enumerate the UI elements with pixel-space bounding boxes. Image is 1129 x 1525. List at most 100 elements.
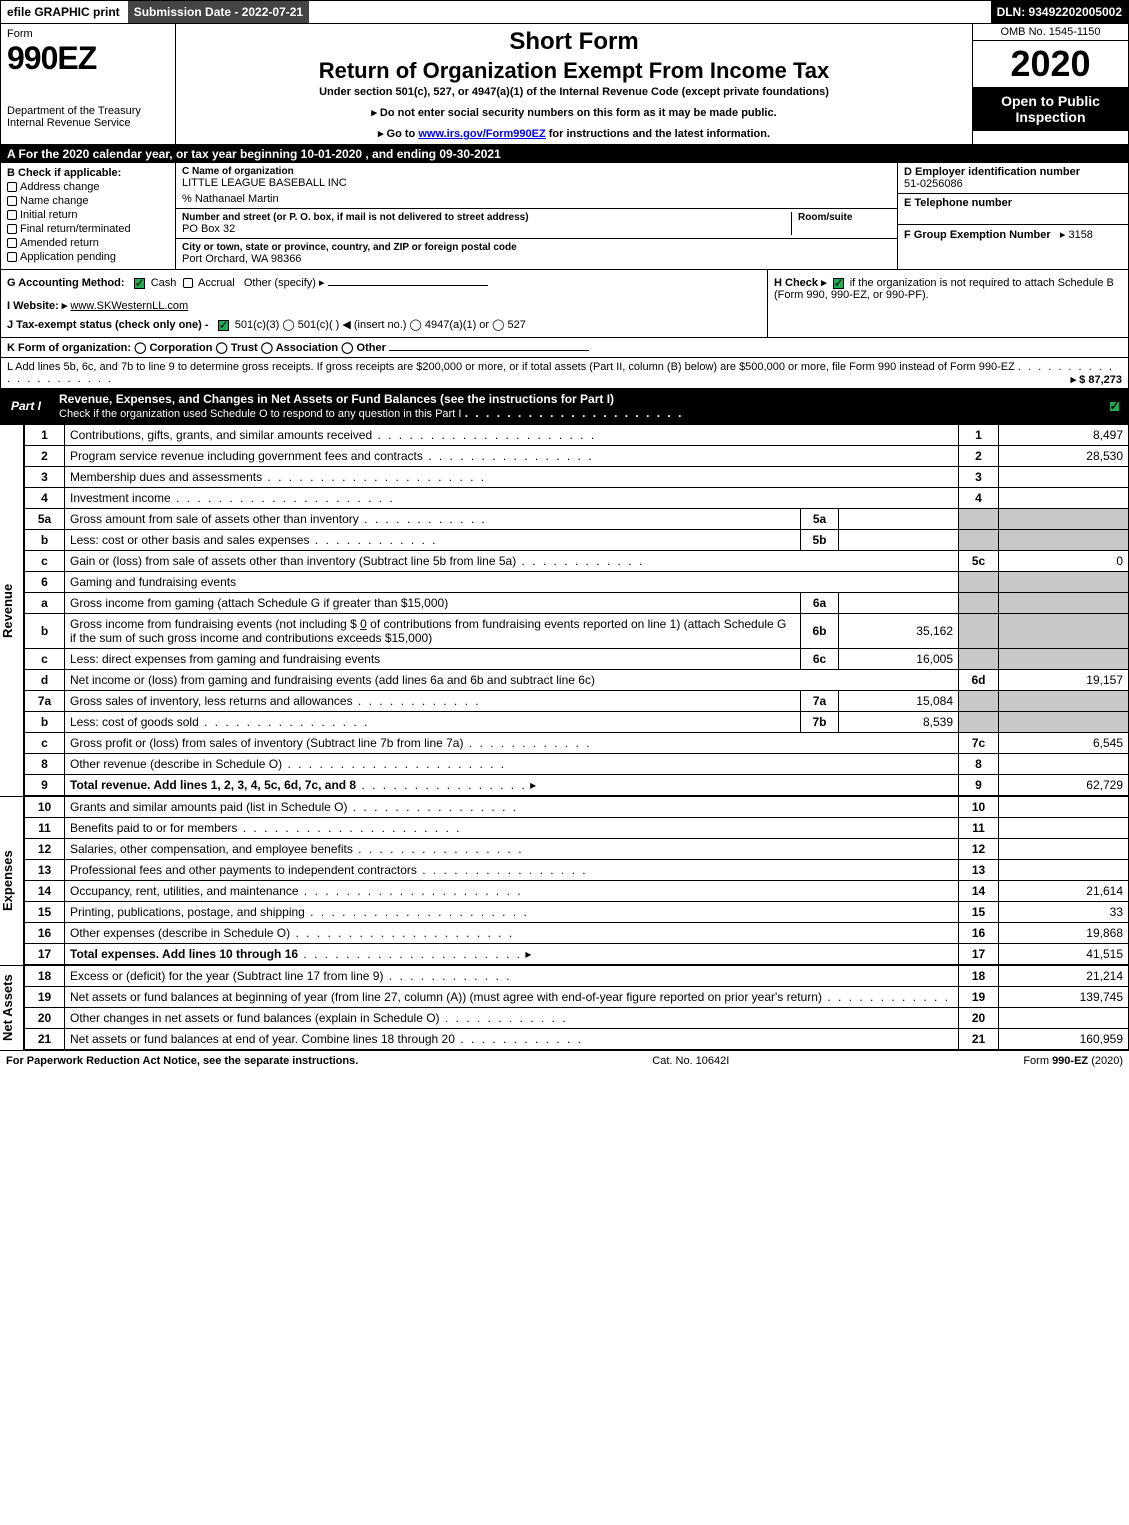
- submission-date-button[interactable]: Submission Date - 2022-07-21: [128, 1, 311, 23]
- efile-print-button[interactable]: efile GRAPHIC print: [1, 1, 128, 23]
- line-8: 8 Other revenue (describe in Schedule O)…: [25, 754, 1129, 775]
- line-7a: 7a Gross sales of inventory, less return…: [25, 691, 1129, 712]
- line-15: 15Printing, publications, postage, and s…: [25, 902, 1129, 923]
- chk-final-return[interactable]: Final return/terminated: [7, 223, 169, 235]
- line-21: 21Net assets or fund balances at end of …: [25, 1029, 1129, 1050]
- other-specify: Other (specify) ▸: [244, 277, 325, 289]
- line-16: 16Other expenses (describe in Schedule O…: [25, 923, 1129, 944]
- j-options: 501(c)(3) ◯ 501(c)( ) ◀ (insert no.) ◯ 4…: [235, 319, 526, 331]
- return-title: Return of Organization Exempt From Incom…: [182, 58, 966, 84]
- revenue-table: 1 Contributions, gifts, grants, and simi…: [24, 424, 1129, 796]
- chk-application-pending[interactable]: Application pending: [7, 251, 169, 263]
- chk-accrual[interactable]: [183, 278, 193, 288]
- expenses-section: Expenses 10Grants and similar amounts pa…: [0, 796, 1129, 965]
- h-label: H Check ▸: [774, 277, 827, 289]
- section-def: D Employer identification number 51-0256…: [898, 163, 1128, 269]
- street: PO Box 32: [182, 223, 791, 235]
- header-center: Short Form Return of Organization Exempt…: [176, 24, 973, 144]
- line-19: 19Net assets or fund balances at beginni…: [25, 987, 1129, 1008]
- part1-title: Revenue, Expenses, and Changes in Net As…: [51, 389, 1100, 423]
- line-12: 12Salaries, other compensation, and empl…: [25, 839, 1129, 860]
- omb-number: OMB No. 1545-1150: [973, 24, 1128, 41]
- row-l: L Add lines 5b, 6c, and 7b to line 9 to …: [0, 358, 1129, 389]
- revenue-side-label: Revenue: [0, 424, 24, 796]
- chk-cash[interactable]: [134, 278, 145, 289]
- line-13: 13Professional fees and other payments t…: [25, 860, 1129, 881]
- chk-initial-return[interactable]: Initial return: [7, 209, 169, 221]
- info-grid: B Check if applicable: Address change Na…: [0, 163, 1129, 270]
- irs-link[interactable]: www.irs.gov/Form990EZ: [418, 128, 545, 140]
- line-20: 20Other changes in net assets or fund ba…: [25, 1008, 1129, 1029]
- tax-year: 2020: [973, 41, 1128, 87]
- form-header: Form 990EZ Department of the Treasury In…: [0, 24, 1129, 145]
- netassets-section: Net Assets 18Excess or (deficit) for the…: [0, 965, 1129, 1050]
- chk-address-change[interactable]: Address change: [7, 181, 169, 193]
- note-goto-post: for instructions and the latest informat…: [546, 128, 770, 140]
- footer-catno: Cat. No. 10642I: [652, 1055, 729, 1067]
- ein-label: D Employer identification number: [904, 166, 1122, 178]
- line-6a: a Gross income from gaming (attach Sched…: [25, 593, 1129, 614]
- note-goto-pre: ▸ Go to: [378, 128, 418, 140]
- l-amount: ▸ $ 87,273: [1071, 373, 1122, 386]
- line-18: 18Excess or (deficit) for the year (Subt…: [25, 966, 1129, 987]
- city-label: City or town, state or province, country…: [182, 242, 891, 253]
- netassets-table: 18Excess or (deficit) for the year (Subt…: [24, 965, 1129, 1050]
- l-text: L Add lines 5b, 6c, and 7b to line 9 to …: [7, 361, 1015, 373]
- form-word: Form: [7, 28, 169, 40]
- chk-name-change[interactable]: Name change: [7, 195, 169, 207]
- line-5c: c Gain or (loss) from sale of assets oth…: [25, 551, 1129, 572]
- line-6: 6 Gaming and fundraising events: [25, 572, 1129, 593]
- k-text: K Form of organization: ◯ Corporation ◯ …: [7, 342, 386, 354]
- g-label: G Accounting Method:: [7, 277, 125, 289]
- line-17: 17Total expenses. Add lines 10 through 1…: [25, 944, 1129, 965]
- org-name-label: C Name of organization: [182, 166, 891, 177]
- expenses-table: 10Grants and similar amounts paid (list …: [24, 796, 1129, 965]
- line-4: 4 Investment income 4: [25, 488, 1129, 509]
- chk-amended-return[interactable]: Amended return: [7, 237, 169, 249]
- row-gh: G Accounting Method: Cash Accrual Other …: [0, 270, 1129, 338]
- part1-tab: Part I: [1, 396, 51, 416]
- chk-h[interactable]: [833, 278, 844, 289]
- line-7b: b Less: cost of goods sold 7b 8,539: [25, 712, 1129, 733]
- line-6c: c Less: direct expenses from gaming and …: [25, 649, 1129, 670]
- line-6b: b Gross income from fundraising events (…: [25, 614, 1129, 649]
- section-c: C Name of organization LITTLE LEAGUE BAS…: [176, 163, 898, 269]
- line-3: 3 Membership dues and assessments 3: [25, 467, 1129, 488]
- line-2: 2 Program service revenue including gove…: [25, 446, 1129, 467]
- line-1: 1 Contributions, gifts, grants, and simi…: [25, 425, 1129, 446]
- ein: 51-0256086: [904, 178, 1122, 190]
- chk-501c3[interactable]: [218, 320, 229, 331]
- under-section: Under section 501(c), 527, or 4947(a)(1)…: [182, 86, 966, 98]
- part1-header: Part I Revenue, Expenses, and Changes in…: [0, 389, 1129, 424]
- note-goto: ▸ Go to www.irs.gov/Form990EZ for instru…: [182, 127, 966, 140]
- tel-label: E Telephone number: [904, 197, 1122, 209]
- section-h: H Check ▸ if the organization is not req…: [768, 270, 1128, 337]
- short-form-title: Short Form: [182, 28, 966, 56]
- group-arrow-icon: ▸: [1060, 229, 1066, 241]
- chk-schedule-o[interactable]: [1109, 401, 1120, 412]
- form-number: 990EZ: [7, 40, 169, 77]
- footer-right: Form 990-EZ (2020): [1023, 1055, 1123, 1067]
- i-label: I Website: ▸: [7, 300, 67, 312]
- j-label: J Tax-exempt status (check only one) -: [7, 319, 209, 331]
- group-number: 3158: [1068, 229, 1092, 241]
- line-10: 10Grants and similar amounts paid (list …: [25, 797, 1129, 818]
- accrual-label: Accrual: [198, 277, 235, 289]
- care-of: % Nathanael Martin: [182, 193, 891, 205]
- room-label: Room/suite: [798, 212, 891, 223]
- section-b-title: B Check if applicable:: [7, 167, 169, 179]
- street-label: Number and street (or P. O. box, if mail…: [182, 212, 791, 223]
- line-14: 14Occupancy, rent, utilities, and mainte…: [25, 881, 1129, 902]
- part1-check-note: Check if the organization used Schedule …: [59, 408, 461, 420]
- row-k: K Form of organization: ◯ Corporation ◯ …: [0, 338, 1129, 358]
- line-7c: c Gross profit or (loss) from sales of i…: [25, 733, 1129, 754]
- city: Port Orchard, WA 98366: [182, 253, 891, 265]
- org-name: LITTLE LEAGUE BASEBALL INC: [182, 177, 891, 189]
- line-5b: b Less: cost or other basis and sales ex…: [25, 530, 1129, 551]
- row-a-tax-year: A For the 2020 calendar year, or tax yea…: [0, 145, 1129, 163]
- website[interactable]: www.SKWesternLL.com: [70, 300, 188, 312]
- cash-label: Cash: [151, 277, 177, 289]
- line-6d: d Net income or (loss) from gaming and f…: [25, 670, 1129, 691]
- revenue-section: Revenue 1 Contributions, gifts, grants, …: [0, 424, 1129, 796]
- footer-left: For Paperwork Reduction Act Notice, see …: [6, 1055, 358, 1067]
